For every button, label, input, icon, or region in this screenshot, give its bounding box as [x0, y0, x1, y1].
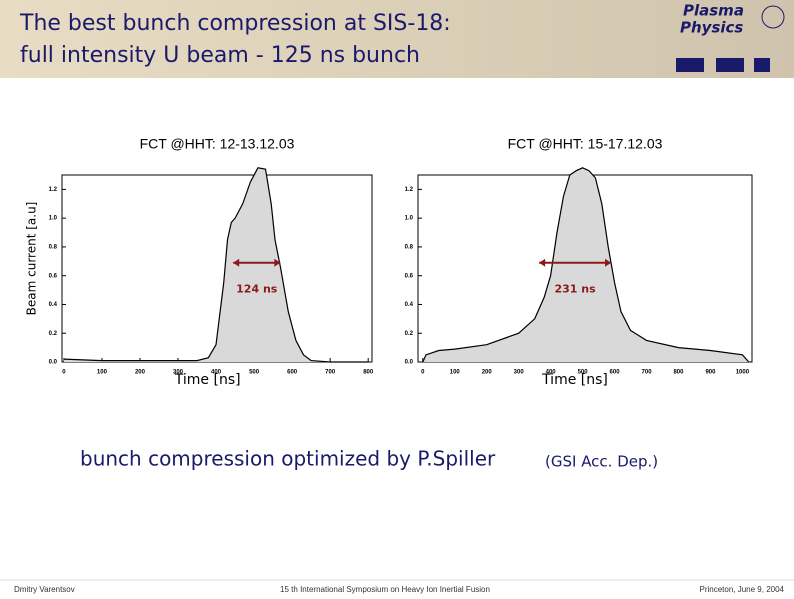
- logo-block: [676, 58, 704, 72]
- x-tick-label: 300: [173, 370, 184, 376]
- x-tick-label: 1000: [736, 370, 750, 376]
- logo-text: Physics: [680, 19, 743, 37]
- y-tick-label: 0.0: [405, 360, 414, 366]
- y-tick-label: 0.8: [405, 245, 414, 251]
- title-line: full intensity U beam - 125 ns bunch: [20, 43, 420, 68]
- x-tick-label: 400: [546, 370, 557, 376]
- x-tick-label: 500: [249, 370, 260, 376]
- y-tick-label: 0.2: [49, 331, 58, 337]
- x-tick-label: 500: [578, 370, 589, 376]
- annotation-label: 124 ns: [236, 283, 278, 296]
- footer-center: 15 th International Symposium on Heavy I…: [280, 585, 490, 594]
- y-tick-label: 0.0: [49, 360, 58, 366]
- x-tick-label: 300: [514, 370, 525, 376]
- logo-block: [754, 58, 770, 72]
- footer-left: Dmitry Varentsov: [14, 585, 75, 594]
- logo-block: [716, 58, 744, 72]
- logo-text: Plasma: [683, 2, 744, 20]
- title-line: The best bunch compression at SIS-18:: [19, 11, 451, 36]
- x-tick-label: 600: [287, 370, 298, 376]
- x-axis-label: Time [ns]: [174, 372, 241, 388]
- y-tick-label: 0.6: [405, 273, 414, 279]
- area: [422, 167, 749, 362]
- y-tick-label: 0.4: [405, 302, 414, 308]
- x-tick-label: 800: [363, 370, 374, 376]
- chart-title: FCT @HHT: 12-13.12.03: [140, 136, 295, 152]
- annotation-label: 231 ns: [555, 283, 597, 296]
- x-axis-label: Time [ns]: [541, 372, 608, 388]
- x-tick-label: 0: [62, 370, 66, 376]
- y-tick-label: 0.2: [405, 331, 414, 337]
- line: [63, 167, 369, 363]
- header-band: [0, 0, 794, 78]
- footer-right: Princeton, June 9, 2004: [699, 585, 784, 594]
- y-tick-label: 0.6: [49, 273, 58, 279]
- y-tick-label: 0.8: [49, 245, 58, 251]
- x-tick-label: 100: [450, 370, 461, 376]
- y-tick-label: 1.2: [405, 187, 414, 193]
- line: [422, 167, 750, 363]
- y-tick-label: 0.4: [49, 302, 58, 308]
- caption-note: (GSI Acc. Dep.): [545, 453, 658, 471]
- area: [63, 167, 369, 362]
- x-tick-label: 0: [421, 370, 425, 376]
- chart-title: FCT @HHT: 15-17.12.03: [508, 136, 663, 152]
- caption: bunch compression optimized by P.Spiller: [80, 447, 496, 471]
- x-tick-label: 900: [705, 370, 716, 376]
- y-tick-label: 1.0: [405, 216, 414, 222]
- x-tick-label: 800: [673, 370, 684, 376]
- x-tick-label: 200: [482, 370, 493, 376]
- y-axis-label: Beam current [a.u]: [25, 202, 39, 316]
- logo-circle: [761, 5, 785, 29]
- x-tick-label: 600: [610, 370, 621, 376]
- x-tick-label: 700: [325, 370, 336, 376]
- x-tick-label: 100: [97, 370, 108, 376]
- x-tick-label: 200: [135, 370, 146, 376]
- x-tick-label: 400: [211, 370, 222, 376]
- y-tick-label: 1.0: [49, 216, 58, 222]
- y-tick-label: 1.2: [49, 187, 58, 193]
- x-tick-label: 700: [642, 370, 653, 376]
